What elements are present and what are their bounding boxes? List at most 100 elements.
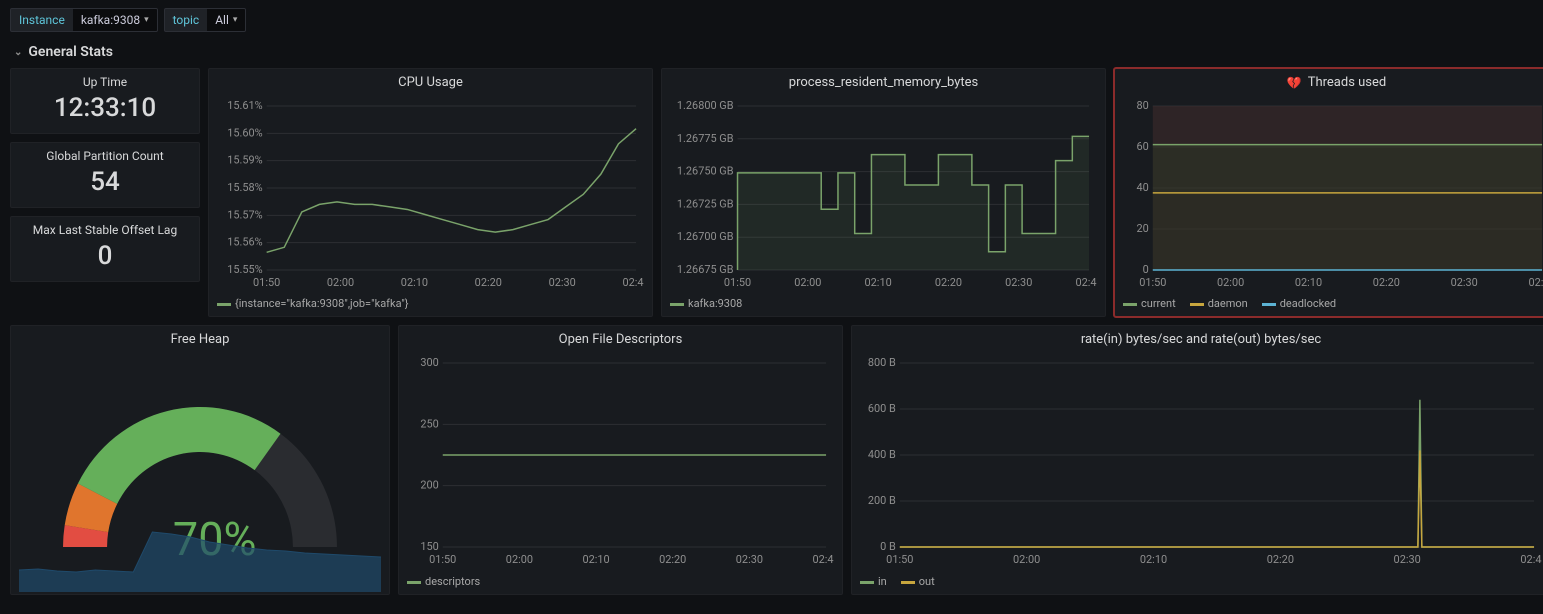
instance-filter[interactable]: Instance kafka:9308 ▾ (10, 8, 158, 32)
legend-swatch (217, 303, 231, 306)
cpu-title: CPU Usage (209, 69, 652, 96)
topic-filter-label: topic (165, 13, 208, 27)
svg-text:02:00: 02:00 (1013, 553, 1040, 566)
svg-text:15.57%: 15.57% (227, 208, 262, 221)
rate-title: rate(in) bytes/sec and rate(out) bytes/s… (852, 326, 1543, 353)
heap-chart: 70% (11, 353, 389, 597)
partition-label: Global Partition Count (11, 149, 199, 163)
svg-text:15.56%: 15.56% (227, 236, 262, 249)
threads-legend: currentdaemondeadlocked (1115, 295, 1543, 316)
instance-filter-value-text: kafka:9308 (81, 13, 140, 27)
svg-text:02:10: 02:10 (401, 276, 428, 289)
svg-text:250: 250 (420, 417, 438, 430)
threads-title-text: Threads used (1308, 75, 1387, 90)
svg-text:01:50: 01:50 (886, 553, 913, 566)
topic-filter[interactable]: topic All ▾ (164, 8, 247, 32)
cpu-legend-text: {instance="kafka:9308",job="kafka"} (235, 297, 408, 310)
svg-text:02:00: 02:00 (327, 276, 354, 289)
svg-text:80: 80 (1137, 100, 1149, 112)
offset-label: Max Last Stable Offset Lag (11, 223, 199, 237)
threads-panel[interactable]: 💔 Threads used 02040608001:5002:0002:100… (1114, 68, 1543, 317)
svg-text:150: 150 (420, 540, 438, 553)
svg-text:15.61%: 15.61% (227, 100, 262, 112)
memory-legend: kafka:9308 (662, 295, 1105, 316)
svg-text:02:00: 02:00 (794, 276, 821, 289)
svg-text:02:20: 02:20 (475, 276, 502, 289)
svg-text:400 B: 400 B (868, 448, 896, 461)
svg-text:02:40: 02:40 (812, 553, 834, 566)
broken-heart-icon: 💔 (1287, 76, 1302, 90)
rate-chart: 0 B200 B400 B600 B800 B01:5002:0002:1002… (852, 353, 1543, 573)
svg-text:02:40: 02:40 (1520, 553, 1542, 566)
rate-panel[interactable]: rate(in) bytes/sec and rate(out) bytes/s… (851, 325, 1543, 595)
section-header[interactable]: ⌄ General Stats (0, 40, 1543, 68)
svg-text:02:10: 02:10 (582, 553, 609, 566)
fds-chart: 15020025030001:5002:0002:1002:2002:3002:… (399, 353, 842, 573)
svg-text:800 B: 800 B (868, 357, 896, 369)
svg-text:1.26675 GB: 1.26675 GB (677, 263, 734, 276)
svg-text:02:20: 02:20 (1373, 276, 1400, 289)
uptime-value: 12:33:10 (11, 93, 199, 123)
svg-text:01:50: 01:50 (724, 276, 751, 289)
svg-text:200: 200 (420, 479, 438, 492)
uptime-label: Up Time (11, 75, 199, 89)
threads-chart: 02040608001:5002:0002:1002:2002:3002:40 (1115, 96, 1543, 295)
svg-text:01:50: 01:50 (429, 553, 456, 566)
svg-text:1.26700 GB: 1.26700 GB (677, 230, 734, 243)
svg-text:02:30: 02:30 (1451, 276, 1478, 289)
memory-title: process_resident_memory_bytes (662, 69, 1105, 96)
partition-panel[interactable]: Global Partition Count 54 (10, 142, 200, 208)
svg-text:0 B: 0 B (880, 540, 896, 553)
svg-text:02:40: 02:40 (1075, 276, 1097, 289)
row-2: Free Heap 70% Open File Descriptors 150 2… (0, 325, 1543, 595)
fds-title: Open File Descriptors (399, 326, 842, 353)
svg-text:02:30: 02:30 (1005, 276, 1032, 289)
offset-value: 0 (11, 241, 199, 271)
section-title: General Stats (28, 44, 113, 60)
chevron-down-icon: ▾ (233, 15, 238, 25)
svg-text:15.60%: 15.60% (227, 126, 262, 139)
fds-panel[interactable]: Open File Descriptors 150 200 250 300 01:50 0… (398, 325, 843, 595)
threads-title: 💔 Threads used (1115, 69, 1543, 96)
partition-value: 54 (11, 167, 199, 197)
heap-panel[interactable]: Free Heap 70% (10, 325, 390, 595)
memory-panel[interactable]: process_resident_memory_bytes 1.26675 GB… (661, 68, 1106, 317)
svg-text:02:40: 02:40 (622, 276, 644, 289)
svg-text:40: 40 (1137, 181, 1149, 194)
svg-text:01:50: 01:50 (253, 276, 280, 289)
cpu-legend: {instance="kafka:9308",job="kafka"} (209, 295, 652, 316)
cpu-chart: 15.55%15.56%15.57%15.58%15.59%15.60%15.6… (209, 96, 652, 295)
topic-filter-value: All ▾ (207, 9, 245, 31)
svg-text:15.55%: 15.55% (227, 263, 262, 276)
legend-swatch (670, 303, 684, 306)
svg-text:20: 20 (1137, 222, 1149, 235)
chevron-down-icon: ▾ (144, 15, 149, 25)
memory-legend-text: kafka:9308 (688, 297, 742, 310)
svg-text:02:40: 02:40 (1528, 276, 1543, 289)
svg-text:02:10: 02:10 (865, 276, 892, 289)
svg-text:1.26750 GB: 1.26750 GB (677, 165, 734, 178)
uptime-panel[interactable]: Up Time 12:33:10 (10, 68, 200, 134)
rate-legend: inout (852, 573, 1543, 594)
variable-filters: Instance kafka:9308 ▾ topic All ▾ (0, 0, 1543, 40)
svg-text:0: 0 (1143, 263, 1149, 276)
svg-text:02:00: 02:00 (1217, 276, 1244, 289)
svg-text:1.26725 GB: 1.26725 GB (677, 197, 734, 210)
svg-text:02:10: 02:10 (1140, 553, 1167, 566)
svg-text:02:10: 02:10 (1295, 276, 1322, 289)
svg-text:02:00: 02:00 (506, 553, 533, 566)
svg-text:300: 300 (420, 357, 438, 369)
row-1: Up Time 12:33:10 Global Partition Count … (0, 68, 1543, 325)
stats-column: Up Time 12:33:10 Global Partition Count … (10, 68, 200, 317)
fds-legend-text: descriptors (425, 575, 480, 588)
cpu-panel[interactable]: CPU Usage 15.55%15.56%15.57%15.58%15.59%… (208, 68, 653, 317)
instance-filter-label: Instance (11, 13, 73, 27)
topic-filter-value-text: All (215, 13, 229, 27)
svg-text:60: 60 (1137, 140, 1149, 153)
svg-text:02:20: 02:20 (1267, 553, 1294, 566)
svg-text:02:30: 02:30 (1394, 553, 1421, 566)
svg-text:200 B: 200 B (868, 494, 896, 507)
offset-panel[interactable]: Max Last Stable Offset Lag 0 (10, 216, 200, 282)
chevron-down-icon: ⌄ (14, 47, 22, 58)
svg-text:1.26775 GB: 1.26775 GB (677, 132, 734, 145)
